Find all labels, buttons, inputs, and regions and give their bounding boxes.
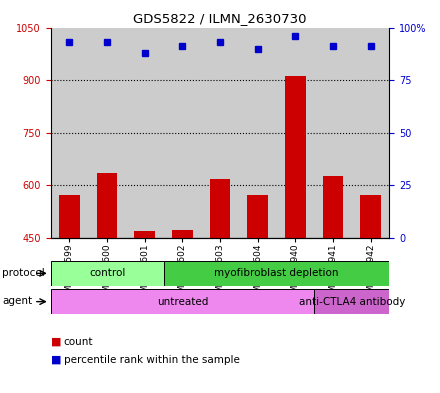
Bar: [285, 76, 306, 238]
Text: count: count: [64, 337, 93, 347]
Text: ■: ■: [51, 354, 61, 365]
Text: agent: agent: [2, 296, 32, 307]
Bar: [314, 289, 389, 314]
Bar: [209, 179, 231, 238]
Text: ■: ■: [51, 337, 61, 347]
Text: anti-CTLA4 antibody: anti-CTLA4 antibody: [299, 297, 405, 307]
Text: protocol: protocol: [2, 268, 45, 278]
Text: untreated: untreated: [157, 297, 208, 307]
Bar: [360, 195, 381, 238]
Bar: [164, 261, 389, 286]
Bar: [172, 230, 193, 238]
Bar: [247, 195, 268, 238]
Text: control: control: [89, 268, 125, 278]
Bar: [97, 173, 117, 238]
Text: percentile rank within the sample: percentile rank within the sample: [64, 354, 240, 365]
Bar: [51, 261, 164, 286]
Bar: [134, 231, 155, 238]
Bar: [51, 289, 314, 314]
Title: GDS5822 / ILMN_2630730: GDS5822 / ILMN_2630730: [133, 12, 307, 25]
Bar: [59, 195, 80, 238]
Bar: [323, 176, 343, 238]
Text: myofibroblast depletion: myofibroblast depletion: [214, 268, 339, 278]
